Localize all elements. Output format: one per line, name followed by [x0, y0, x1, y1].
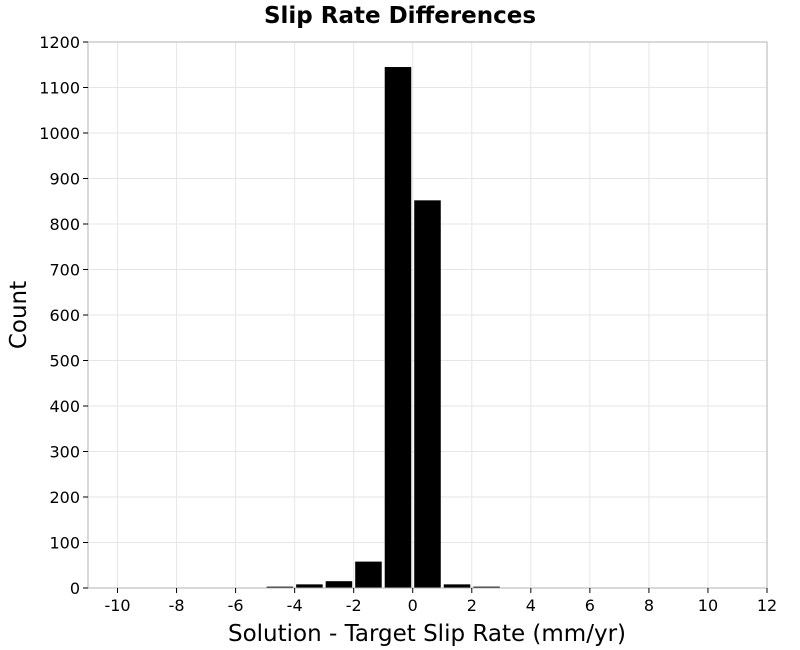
x-tick-label: -2: [346, 596, 362, 615]
y-tick-label: 400: [49, 397, 80, 416]
y-tick-label: 700: [49, 261, 80, 280]
histogram-bar: [325, 581, 353, 588]
y-tick-label: 100: [49, 534, 80, 553]
histogram-bar: [414, 200, 441, 588]
y-tick-label: 300: [49, 443, 80, 462]
histogram-bar: [473, 586, 500, 588]
x-tick-label: 4: [526, 596, 536, 615]
x-axis-label: Solution - Target Slip Rate (mm/yr): [228, 621, 626, 647]
x-tick-label: 8: [644, 596, 654, 615]
x-tick-label: -10: [104, 596, 130, 615]
y-tick-label: 1000: [39, 124, 80, 143]
y-axis-label: Count: [6, 281, 32, 349]
y-tick-label: 600: [49, 306, 80, 325]
x-tick-label: -4: [287, 596, 303, 615]
x-tick-label: 0: [408, 596, 418, 615]
x-tick-label: 6: [585, 596, 595, 615]
y-tick-label: 900: [49, 170, 80, 189]
x-tick-label: 12: [757, 596, 777, 615]
y-tick-label: 1200: [39, 33, 80, 52]
histogram-bar: [355, 561, 382, 588]
x-tick-label: 10: [698, 596, 718, 615]
y-tick-label: 0: [70, 579, 80, 598]
bars: [266, 67, 500, 588]
y-axis: 0 100 200 300 400 500 600 700 800 900 1000 1100 1200: [39, 33, 88, 598]
histogram-bar: [384, 67, 412, 588]
y-tick-label: 200: [49, 488, 80, 507]
histogram-bar: [443, 584, 471, 588]
histogram-bar: [266, 586, 294, 588]
x-tick-label: -8: [169, 596, 185, 615]
y-tick-label: 800: [49, 215, 80, 234]
histogram-bar: [296, 584, 323, 588]
y-tick-label: 1100: [39, 79, 80, 98]
x-axis: -10 -8 -6 -4 -2 0 2 4 6 8 10 12: [104, 588, 777, 615]
y-tick-label: 500: [49, 352, 80, 371]
chart-title: Slip Rate Differences: [264, 3, 536, 29]
x-tick-label: -6: [228, 596, 244, 615]
x-tick-label: 2: [467, 596, 477, 615]
